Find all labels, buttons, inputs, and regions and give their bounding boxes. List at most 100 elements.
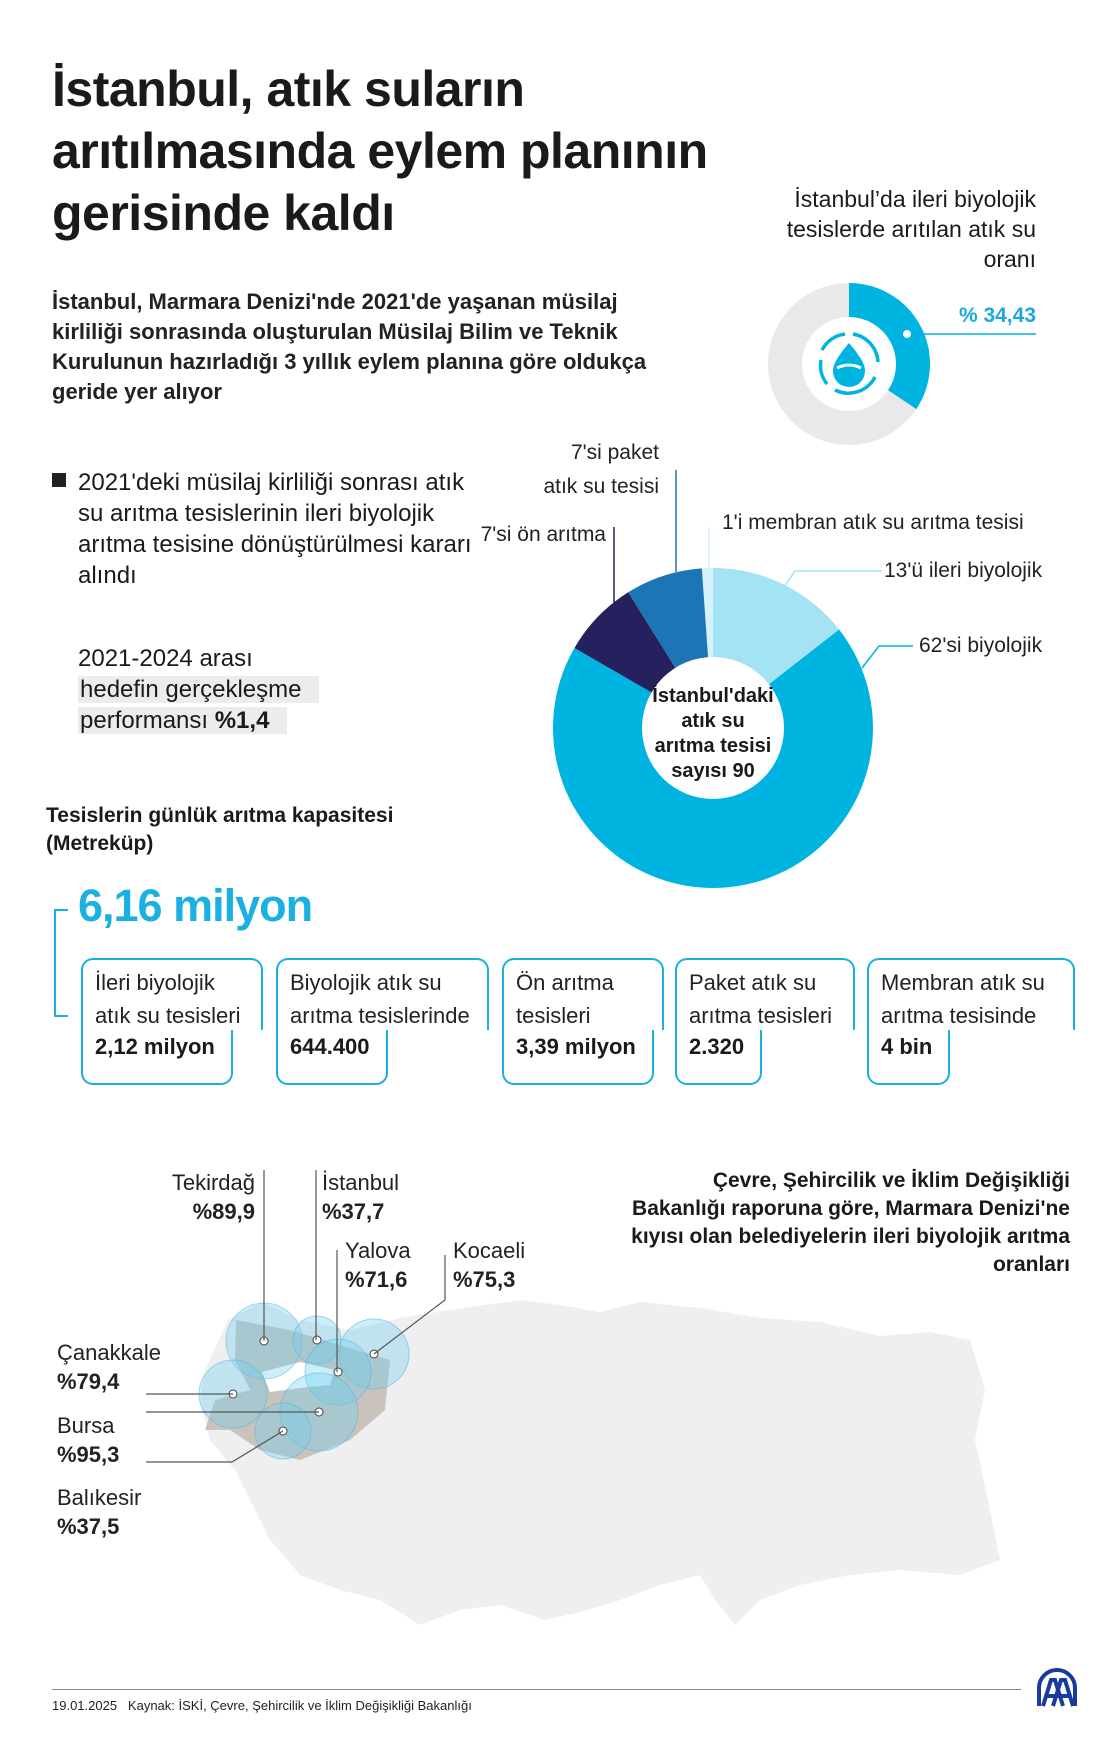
center-line: arıtma tesisi — [654, 735, 772, 757]
donut-slice — [553, 629, 873, 888]
city-name: Tekirdağ — [171, 1170, 255, 1195]
capacity-label-line: Membran atık su — [881, 970, 1045, 995]
map-leaders — [146, 1170, 446, 1463]
perf-value: %1,4 — [214, 707, 270, 734]
capacity-label-line: Biyolojik atık su — [290, 970, 442, 995]
bullet-text: 2021'deki müsilaj kirliliği sonrası atık… — [78, 469, 472, 589]
city-label-balikesir: Balıkesir %37,5 — [57, 1483, 141, 1541]
capacity-title-line: (Metreküp) — [46, 832, 154, 855]
city-label-yalova: Yalova %71,6 — [345, 1236, 411, 1294]
marmara-sea — [262, 1362, 335, 1392]
leader-ileri — [781, 570, 882, 591]
marmara-region — [205, 1320, 390, 1460]
subtitle: İstanbul, Marmara Denizi'nde 2021'de yaş… — [52, 289, 647, 404]
capacity-box: Membran atık su arıtma tesisinde 4 bin — [867, 958, 1075, 1085]
capacity-box: İleri biyolojik atık su tesisleri 2,12 mil… — [81, 958, 263, 1085]
title-line: arıtılmasında eylem planının — [52, 123, 708, 179]
capacity-box-value: 3,39 milyon — [502, 1030, 654, 1085]
center-line: sayısı 90 — [671, 760, 755, 782]
capacity-label-line: Ön arıtma — [516, 970, 614, 995]
city-name: Bursa — [57, 1413, 115, 1438]
leader-biyolojik — [861, 645, 913, 669]
city-dot — [312, 1335, 322, 1345]
donut-slice — [701, 568, 713, 659]
performance-note: 2021-2024 arası hedefin gerçekleşme perf… — [78, 643, 320, 736]
perf-line: performansı %1,4 — [78, 707, 288, 734]
city-label-istanbul: İstanbul %37,7 — [322, 1168, 399, 1226]
city-dot — [333, 1367, 343, 1377]
slice-label-line: 7'si paket — [570, 441, 659, 464]
city-label-canakkale: Çanakkale %79,4 — [57, 1338, 161, 1396]
bullet-square-icon — [52, 473, 66, 487]
center-line: atık su — [681, 710, 745, 732]
capacity-title-line: Tesislerin günlük arıtma kapasitesi — [46, 804, 394, 827]
city-name: Balıkesir — [57, 1485, 142, 1510]
slice-label-ileri: 13'ü ileri biyolojik — [884, 559, 1043, 582]
slice-label-biyolojik: 62'si biyolojik — [919, 634, 1043, 657]
title-line: gerisinde kaldı — [52, 185, 395, 241]
bullet-note: 2021'deki müsilaj kirliliği sonrası atık… — [52, 467, 472, 591]
title-line: İstanbul, atık suların — [52, 61, 525, 117]
capacity-label-line: tesisleri — [516, 1003, 591, 1028]
capacity-box-value: 2.320 — [675, 1030, 763, 1085]
rate-value: % 34,43 — [958, 304, 1036, 327]
city-value: %95,3 — [57, 1442, 120, 1467]
page-title: İstanbul, atık suların arıtılmasında eyl… — [52, 58, 832, 244]
donut-slice — [574, 592, 676, 693]
capacity-box-label: Membran atık su arıtma tesisinde — [867, 958, 1075, 1030]
bracket-line — [54, 909, 68, 1017]
rate-title: İstanbul’da ileri biyolojik tesislerde a… — [786, 186, 1036, 272]
center-line: İstanbul'daki — [652, 685, 774, 707]
capacity-box: Paket atık su arıtma tesisleri 2.320 — [675, 958, 855, 1085]
capacity-label-line: arıtma tesislerinde — [290, 1003, 470, 1028]
city-name: Kocaeli — [453, 1238, 526, 1263]
capacity-box-value: 4 bin — [867, 1030, 951, 1085]
perf-line: 2021-2024 arası — [78, 645, 253, 672]
footer-source: Kaynak: İSKİ, Çevre, Şehircilik ve İklim… — [127, 1698, 472, 1713]
slice-label-paket: 7'si paket atık su tesisi — [543, 436, 659, 504]
city-value: %37,5 — [57, 1514, 120, 1539]
turkey-silhouette — [200, 1300, 1000, 1625]
slice-label-on-aritma: 7'si ön arıtma — [480, 523, 606, 546]
slice-label-line: atık su tesisi — [543, 475, 659, 498]
donut-slice — [713, 568, 840, 685]
slice-label-membran: 1'i membran atık su arıtma tesisi — [722, 511, 1024, 534]
capacity-box-label: İleri biyolojik atık su tesisleri — [81, 958, 263, 1030]
capacity-box-label: Paket atık su arıtma tesisleri — [675, 958, 855, 1030]
city-value: %71,6 — [345, 1267, 408, 1292]
rate-donut — [768, 283, 1036, 445]
capacity-label-line: atık su tesisleri — [95, 1003, 241, 1028]
capacity-total: 6,16 milyon — [78, 880, 313, 931]
water-drop-recycle-icon — [818, 332, 880, 395]
capacity-box-label: Ön arıtma tesisleri — [502, 958, 664, 1030]
capacity-label-line: arıtma tesisleri — [689, 1003, 833, 1028]
facility-donut-chart — [553, 470, 913, 888]
donut-center-label: İstanbul'daki atık su arıtma tesisi sayı… — [633, 684, 793, 784]
aa-logo — [1037, 1668, 1077, 1707]
city-label-bursa: Bursa %95,3 — [57, 1411, 119, 1469]
city-label-kocaeli: Kocaeli %75,3 — [453, 1236, 525, 1294]
city-value: %37,7 — [322, 1199, 385, 1224]
city-value: %75,3 — [453, 1267, 516, 1292]
rate-marker — [903, 330, 911, 338]
city-name: Çanakkale — [57, 1340, 161, 1365]
footer: 19.01.2025 Kaynak: İSKİ, Çevre, Şehircil… — [52, 1698, 472, 1713]
donut-center — [642, 657, 784, 799]
footer-divider — [52, 1689, 1021, 1690]
capacity-box-value: 2,12 milyon — [81, 1030, 233, 1085]
city-name: Yalova — [345, 1238, 411, 1263]
donut-slice — [628, 568, 709, 669]
city-value: %79,4 — [57, 1369, 120, 1394]
city-label-tekirdag: Tekirdağ %89,9 — [172, 1168, 255, 1226]
capacity-label-line: İleri biyolojik — [95, 970, 215, 995]
capacity-label-line: Paket atık su — [689, 970, 817, 995]
capacity-title: Tesislerin günlük arıtma kapasitesi (Met… — [46, 802, 393, 858]
capacity-box-label: Biyolojik atık su arıtma tesislerinde — [276, 958, 489, 1030]
footer-date: 19.01.2025 — [52, 1698, 118, 1713]
capacity-label-line: arıtma tesisinde — [881, 1003, 1037, 1028]
city-name: İstanbul — [322, 1170, 400, 1195]
map-title: Çevre, Şehircilik ve İklim Değişikliği B… — [631, 1169, 1070, 1276]
perf-text: performansı — [80, 707, 215, 734]
turkey-map — [146, 1170, 1000, 1625]
city-value: %89,9 — [192, 1199, 255, 1224]
